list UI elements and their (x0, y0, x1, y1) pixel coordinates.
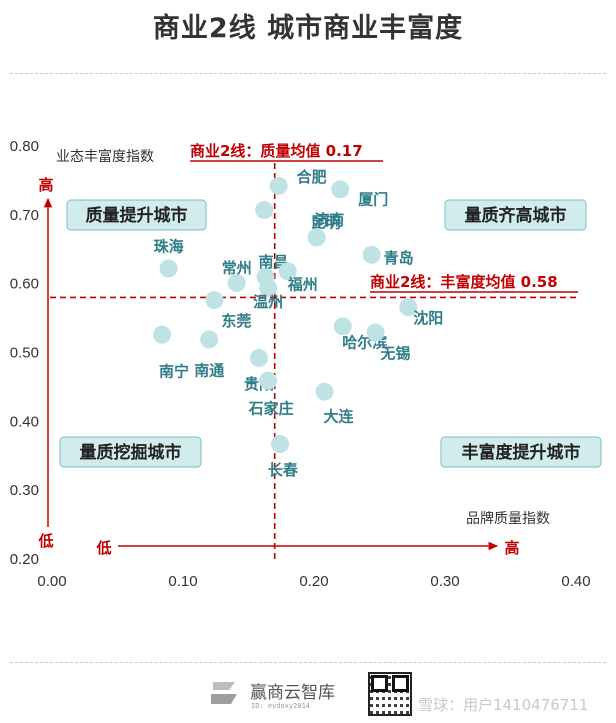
data-point-label: 合肥 (296, 168, 327, 186)
reference-lines: 商业2线：质量均值 0.17 商业2线：丰富度均值 0.58 (50, 142, 578, 559)
quadrant-label-top-left: 质量提升城市 (86, 205, 188, 226)
data-point-label: 济南 (314, 211, 344, 229)
quality-mean-label: 商业2线：质量均值 0.17 (190, 142, 363, 160)
data-point-label: 大连 (323, 408, 354, 426)
quadrant-label-bottom-left: 量质挖掘城市 (80, 442, 182, 463)
data-point-marker (200, 330, 219, 349)
data-point-marker (159, 259, 178, 278)
data-point-label: 南宁 (159, 363, 189, 381)
data-point-marker (227, 273, 246, 292)
data-point-label: 福州 (287, 275, 318, 293)
brand-logo-icon (211, 682, 237, 704)
x-tick-label: 0.20 (299, 573, 328, 590)
richness-mean-label: 商业2线：丰富度均值 0.58 (370, 273, 558, 291)
y-tick-label: 0.80 (10, 138, 39, 155)
data-point-label: 温州 (253, 293, 283, 311)
y-low-label: 低 (37, 532, 53, 550)
data-point-marker (255, 201, 274, 220)
data-point-marker (269, 176, 288, 195)
data-point-label: 南通 (194, 361, 224, 379)
axis-layer: 0.00 0.10 0.20 0.30 0.40 0.20 0.30 0.40 0.50 0.60… (10, 138, 591, 590)
data-point-marker (278, 262, 297, 281)
quadrant-label-bottom-right: 丰富度提升城市 (462, 442, 581, 463)
data-point-marker (315, 382, 334, 401)
data-point-marker (307, 228, 326, 247)
data-point-label: 厦门 (358, 190, 388, 208)
data-point-marker (362, 245, 381, 264)
quadrant-label-top-right: 量质齐高城市 (465, 205, 567, 226)
bottom-divider (10, 662, 606, 663)
quadrant-box-top-right (444, 199, 587, 231)
data-point-label: 无锡 (380, 345, 411, 363)
data-point-marker (153, 325, 172, 344)
data-point-label: 东莞 (221, 312, 251, 330)
x-tick-label: 0.00 (37, 573, 66, 590)
data-point-label: 长春 (268, 461, 298, 479)
y-axis-title: 业态丰富度指数 (56, 148, 154, 165)
y-tick-label: 0.60 (10, 276, 39, 293)
top-divider (10, 73, 606, 74)
data-point-label: 珠海 (154, 238, 184, 256)
data-point-marker (333, 317, 352, 336)
footer-id: ID: evdoxy2014 (251, 702, 311, 710)
quadrant-box-top-left (66, 199, 207, 231)
x-axis-title: 品牌质量指数 (466, 510, 550, 527)
y-tick-label: 0.20 (10, 551, 39, 568)
data-point-marker (259, 278, 278, 297)
data-point-marker (270, 435, 289, 454)
y-high-label: 高 (38, 176, 53, 194)
y-tick-label: 0.70 (10, 207, 39, 224)
data-point-marker (259, 371, 278, 390)
data-point-label: 石家庄 (248, 400, 294, 418)
scatter-chart: 0.00 0.10 0.20 0.30 0.40 0.20 0.30 0.40 0.50 0.60… (10, 138, 602, 590)
y-tick-label: 0.30 (10, 482, 39, 499)
y-tick-label: 0.40 (10, 413, 39, 430)
data-point-label: 昆明 (311, 214, 341, 232)
x-low-label: 低 (95, 539, 111, 557)
data-point-marker (249, 349, 268, 368)
data-point-marker (366, 323, 385, 342)
quadrant-box-bottom-left (59, 436, 202, 468)
x-tick-label: 0.10 (168, 573, 197, 590)
watermark-text: 雪球：用户1410476711 (418, 696, 589, 714)
quadrant-box-bottom-right (440, 436, 602, 468)
page-title: 商业2线 城市商业丰富度 (152, 13, 464, 44)
footer-brand: 赢商云智库 (250, 683, 335, 703)
data-point-label: 常州 (222, 259, 252, 277)
qr-code (368, 672, 412, 716)
y-tick-label: 0.50 (10, 345, 39, 362)
data-point-label: 沈阳 (413, 309, 443, 327)
data-point-label: 青岛 (384, 249, 414, 267)
data-point-marker (331, 180, 350, 199)
x-high-label: 高 (504, 539, 519, 557)
data-point-marker (399, 298, 418, 317)
data-point-marker (205, 291, 224, 310)
x-tick-label: 0.30 (430, 573, 459, 590)
x-tick-label: 0.40 (561, 573, 590, 590)
